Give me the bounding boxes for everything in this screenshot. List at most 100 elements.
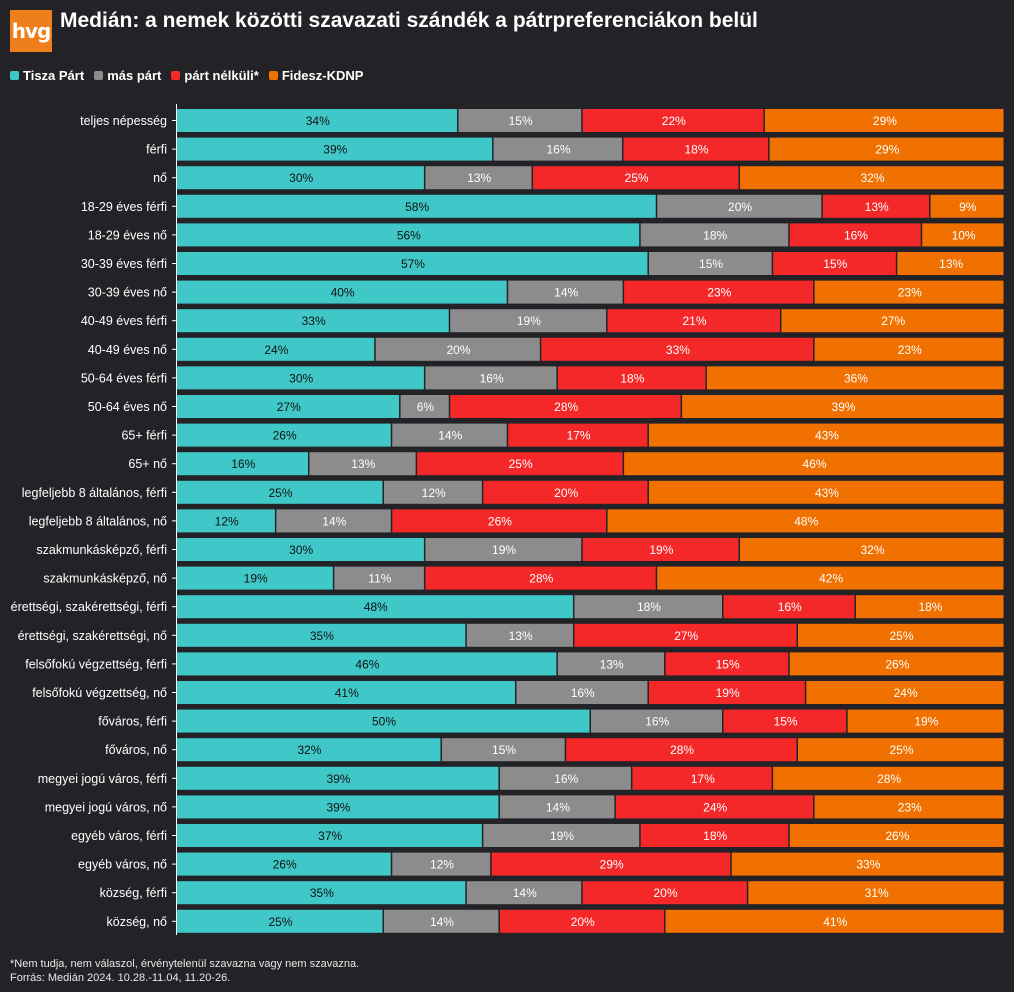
bar-fidesz-kdnp-ferfi xyxy=(769,137,1004,161)
category-label-18-29-eves-ferfi: 18-29 éves férfi xyxy=(81,200,167,214)
bar-mas-part-18-29-eves-ferfi xyxy=(657,194,822,218)
bar-part-nelkuli-legfeljebb-8-altalanos-no xyxy=(392,509,607,533)
data-label-tisza-part-egyeb-varos-no: 26% xyxy=(273,858,297,872)
data-label-mas-part-50-64-eves-no: 6% xyxy=(417,400,435,414)
bar-mas-part-legfeljebb-8-altalanos-no xyxy=(276,509,391,533)
legend-swatch-part-nelkuli xyxy=(171,71,181,80)
bar-part-nelkuli-kozseg-no xyxy=(499,909,665,933)
data-label-part-nelkuli-40-49-eves-no: 33% xyxy=(666,343,690,357)
data-label-fidesz-kdnp-megyei-jogu-varos-no: 23% xyxy=(898,800,922,814)
bar-tisza-part-30-39-eves-no xyxy=(177,280,507,304)
data-label-mas-part-30-39-eves-ferfi: 15% xyxy=(699,257,723,271)
data-label-part-nelkuli-egyeb-varos-ferfi: 18% xyxy=(703,829,727,843)
bar-part-nelkuli-18-29-eves-no xyxy=(789,223,921,247)
data-label-part-nelkuli-40-49-eves-ferfi: 21% xyxy=(682,314,706,328)
data-label-fidesz-kdnp-65-ferfi: 43% xyxy=(815,429,839,443)
data-label-part-nelkuli-50-64-eves-ferfi: 18% xyxy=(620,371,644,385)
data-label-mas-part-fovaros-ferfi: 16% xyxy=(645,715,669,729)
bar-mas-part-szakmunkaskepzo-no xyxy=(334,566,424,590)
bar-tisza-part-erettsegi-szakerettsegi-no xyxy=(177,623,466,647)
category-label-legfeljebb-8-altalanos-no: legfeljebb 8 általános, nő xyxy=(29,514,167,528)
data-label-mas-part-egyeb-varos-ferfi: 19% xyxy=(550,829,574,843)
data-label-fidesz-kdnp-erettsegi-szakerettsegi-ferfi: 18% xyxy=(918,600,942,614)
category-label-erettsegi-szakerettsegi-ferfi: érettségi, szakérettségi, férfi xyxy=(11,600,167,614)
bar-fidesz-kdnp-erettsegi-szakerettsegi-ferfi xyxy=(855,595,1004,619)
bar-mas-part-18-29-eves-no xyxy=(640,223,789,247)
bar-part-nelkuli-ferfi xyxy=(623,137,769,161)
bar-fidesz-kdnp-65-ferfi xyxy=(648,423,1004,447)
category-label-felsofoku-vegzettseg-no: felsőfokú végzettség, nő xyxy=(32,686,167,700)
data-label-mas-part-30-39-eves-no: 14% xyxy=(554,286,578,300)
data-label-mas-part-teljes-nepesseg: 15% xyxy=(509,114,533,128)
legend-swatch-mas-part xyxy=(94,71,104,80)
category-label-30-39-eves-no: 30-39 éves nő xyxy=(88,286,167,300)
bar-mas-part-40-49-eves-no xyxy=(375,337,540,361)
data-label-mas-part-50-64-eves-ferfi: 16% xyxy=(480,371,504,385)
data-label-tisza-part-felsofoku-vegzettseg-ferfi: 46% xyxy=(355,657,379,671)
footer: *Nem tudja, nem válaszol, érvénytelenül … xyxy=(10,957,359,985)
bar-tisza-part-18-29-eves-ferfi xyxy=(177,194,656,218)
legend-item-part-nelkuli: párt nélküli* xyxy=(171,68,259,83)
data-label-mas-part-18-29-eves-no: 18% xyxy=(703,228,727,242)
category-label-felsofoku-vegzettseg-ferfi: felsőfokú végzettség, férfi xyxy=(25,657,167,671)
data-label-part-nelkuli-legfeljebb-8-altalanos-ferfi: 20% xyxy=(554,486,578,500)
bar-fidesz-kdnp-40-49-eves-no xyxy=(814,337,1004,361)
data-label-mas-part-40-49-eves-no: 20% xyxy=(447,343,471,357)
bar-part-nelkuli-felsofoku-vegzettseg-ferfi xyxy=(665,652,789,676)
bar-mas-part-kozseg-no xyxy=(384,909,499,933)
data-label-tisza-part-megyei-jogu-varos-no: 39% xyxy=(326,800,350,814)
bar-tisza-part-megyei-jogu-varos-no xyxy=(177,795,499,819)
data-label-tisza-part-50-64-eves-no: 27% xyxy=(277,400,301,414)
category-label-fovaros-ferfi: főváros, férfi xyxy=(98,715,167,729)
bar-mas-part-megyei-jogu-varos-no xyxy=(499,795,615,819)
bar-mas-part-50-64-eves-ferfi xyxy=(425,366,557,390)
data-label-fidesz-kdnp-18-29-eves-ferfi: 9% xyxy=(959,200,977,214)
bar-fidesz-kdnp-felsofoku-vegzettseg-no xyxy=(806,681,1004,704)
bar-part-nelkuli-50-64-eves-ferfi xyxy=(557,366,706,390)
category-label-szakmunkaskepzo-no: szakmunkásképző, nő xyxy=(43,572,167,586)
data-label-tisza-part-erettsegi-szakerettsegi-ferfi: 48% xyxy=(364,600,388,614)
data-label-tisza-part-kozseg-ferfi: 35% xyxy=(310,886,334,900)
bar-mas-part-40-49-eves-ferfi xyxy=(450,309,607,333)
data-label-part-nelkuli-erettsegi-szakerettsegi-ferfi: 16% xyxy=(778,600,802,614)
bar-fidesz-kdnp-18-29-eves-no xyxy=(922,223,1004,247)
bar-tisza-part-felsofoku-vegzettseg-ferfi xyxy=(177,652,557,676)
data-label-tisza-part-szakmunkaskepzo-no: 19% xyxy=(244,572,268,586)
category-label-teljes-nepesseg: teljes népesség xyxy=(80,114,167,128)
data-label-mas-part-40-49-eves-ferfi: 19% xyxy=(517,314,541,328)
bar-mas-part-felsofoku-vegzettseg-ferfi xyxy=(557,652,665,676)
bar-part-nelkuli-65-ferfi xyxy=(508,423,648,447)
data-label-tisza-part-legfeljebb-8-altalanos-ferfi: 25% xyxy=(268,486,292,500)
data-label-fidesz-kdnp-no: 32% xyxy=(861,171,885,185)
data-label-mas-part-szakmunkaskepzo-ferfi: 19% xyxy=(492,543,516,557)
bar-part-nelkuli-erettsegi-szakerettsegi-no xyxy=(574,623,797,647)
category-label-65-ferfi: 65+ férfi xyxy=(121,429,167,443)
legend-item-fidesz: Fidesz-KDNP xyxy=(268,68,364,83)
data-label-part-nelkuli-erettsegi-szakerettsegi-no: 27% xyxy=(674,629,698,643)
bar-fidesz-kdnp-no xyxy=(740,166,1004,190)
data-label-tisza-part-ferfi: 39% xyxy=(323,143,347,157)
data-label-tisza-part-fovaros-ferfi: 50% xyxy=(372,715,396,729)
bar-part-nelkuli-megyei-jogu-varos-no xyxy=(615,795,814,819)
legend-label-fidesz: Fidesz-KDNP xyxy=(281,68,364,83)
data-label-part-nelkuli-50-64-eves-no: 28% xyxy=(554,400,578,414)
bar-part-nelkuli-50-64-eves-no xyxy=(450,395,681,418)
data-label-fidesz-kdnp-szakmunkaskepzo-ferfi: 32% xyxy=(861,543,885,557)
category-label-egyeb-varos-no: egyéb város, nő xyxy=(78,858,167,872)
data-label-tisza-part-65-ferfi: 26% xyxy=(273,429,297,443)
data-label-mas-part-ferfi: 16% xyxy=(547,143,571,157)
bar-part-nelkuli-fovaros-ferfi xyxy=(723,709,847,733)
category-label-fovaros-no: főváros, nő xyxy=(105,743,167,757)
data-label-mas-part-fovaros-no: 15% xyxy=(492,743,516,757)
data-label-part-nelkuli-felsofoku-vegzettseg-no: 19% xyxy=(716,686,740,700)
bar-fidesz-kdnp-50-64-eves-no xyxy=(682,395,1004,418)
bar-tisza-part-teljes-nepesseg xyxy=(177,109,458,132)
data-label-fidesz-kdnp-szakmunkaskepzo-no: 42% xyxy=(819,572,843,586)
bar-mas-part-fovaros-no xyxy=(441,738,565,762)
category-label-megyei-jogu-varos-no: megyei jogú város, nő xyxy=(45,800,167,814)
data-label-tisza-part-szakmunkaskepzo-ferfi: 30% xyxy=(289,543,313,557)
data-label-fidesz-kdnp-egyeb-varos-ferfi: 26% xyxy=(885,829,909,843)
data-label-tisza-part-40-49-eves-no: 24% xyxy=(264,343,288,357)
bar-fidesz-kdnp-legfeljebb-8-altalanos-no xyxy=(607,509,1004,533)
data-label-tisza-part-30-39-eves-no: 40% xyxy=(331,286,355,300)
